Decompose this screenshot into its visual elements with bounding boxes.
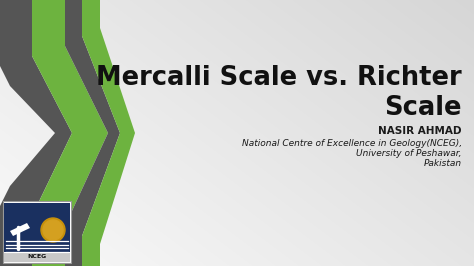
Text: Scale: Scale — [384, 95, 462, 121]
Polygon shape — [32, 0, 108, 266]
Polygon shape — [82, 0, 135, 266]
Text: University of Peshawar,: University of Peshawar, — [356, 149, 462, 158]
FancyBboxPatch shape — [3, 201, 71, 263]
Circle shape — [41, 218, 65, 242]
FancyBboxPatch shape — [4, 203, 70, 252]
Text: National Centre of Excellence in Geology(NCEG),: National Centre of Excellence in Geology… — [242, 139, 462, 148]
Polygon shape — [10, 223, 30, 236]
Text: Mercalli Scale vs. Richter: Mercalli Scale vs. Richter — [96, 65, 462, 91]
Polygon shape — [65, 0, 120, 266]
Text: NASIR AHMAD: NASIR AHMAD — [379, 126, 462, 136]
Text: NCEG: NCEG — [27, 255, 46, 260]
Text: Pakistan: Pakistan — [424, 159, 462, 168]
Polygon shape — [0, 0, 72, 266]
Circle shape — [43, 220, 63, 240]
FancyBboxPatch shape — [4, 253, 70, 262]
